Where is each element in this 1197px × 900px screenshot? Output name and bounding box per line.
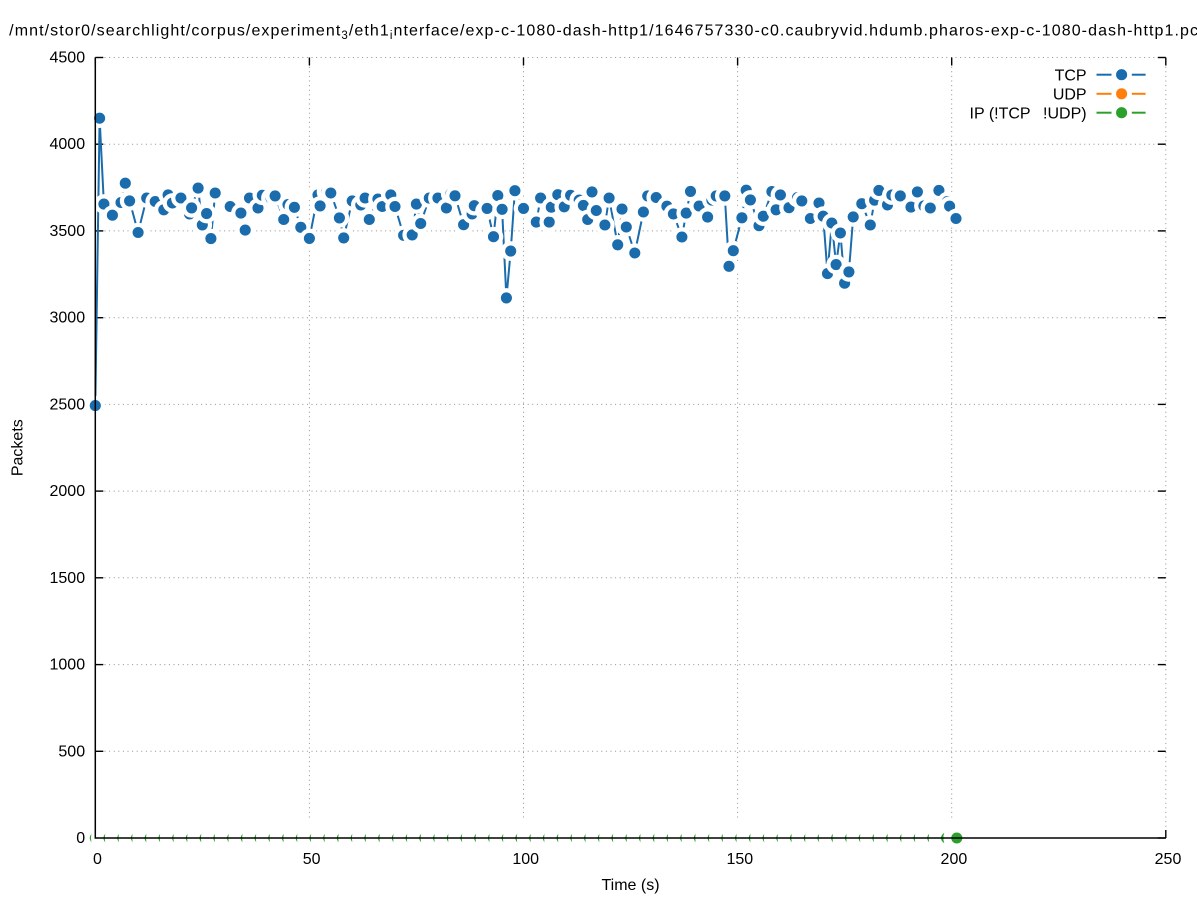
- svg-text:0: 0: [76, 830, 85, 847]
- svg-text:/mnt/stor0/searchlight/corpus/: /mnt/stor0/searchlight/corpus/experiment…: [9, 22, 1197, 42]
- svg-text:2000: 2000: [50, 483, 86, 500]
- svg-text:Packets: Packets: [10, 419, 27, 476]
- svg-text:1000: 1000: [50, 657, 86, 674]
- svg-text:500: 500: [58, 743, 85, 760]
- svg-text:TCP: TCP: [1055, 67, 1087, 84]
- svg-text:3000: 3000: [50, 310, 86, 327]
- svg-text:4500: 4500: [50, 50, 86, 67]
- svg-text:150: 150: [726, 851, 753, 868]
- svg-text:Time (s): Time (s): [601, 877, 659, 894]
- svg-text:IP (!TCP !UDP): IP (!TCP !UDP): [970, 105, 1087, 122]
- svg-text:1500: 1500: [50, 570, 86, 587]
- svg-text:UDP: UDP: [1053, 86, 1087, 103]
- svg-text:0: 0: [93, 851, 102, 868]
- svg-text:100: 100: [512, 851, 539, 868]
- svg-text:2500: 2500: [50, 396, 86, 413]
- svg-text:50: 50: [303, 851, 321, 868]
- svg-text:3500: 3500: [50, 223, 86, 240]
- svg-text:250: 250: [1155, 851, 1182, 868]
- svg-text:4000: 4000: [50, 136, 86, 153]
- svg-text:200: 200: [941, 851, 968, 868]
